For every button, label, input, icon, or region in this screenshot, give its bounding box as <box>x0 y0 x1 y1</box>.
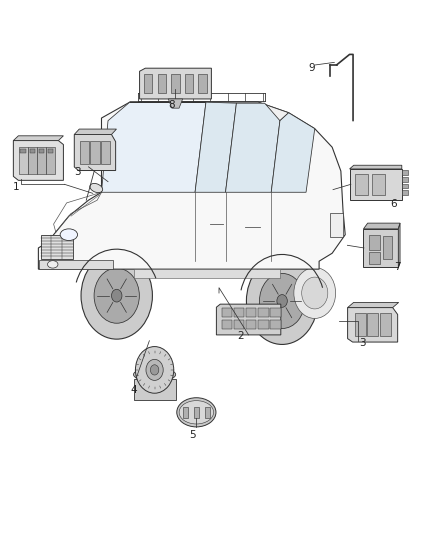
Polygon shape <box>130 102 289 120</box>
Bar <box>355 174 368 195</box>
Bar <box>402 177 408 182</box>
Polygon shape <box>216 304 281 335</box>
Bar <box>158 74 166 93</box>
Bar <box>20 149 26 154</box>
Ellipse shape <box>179 401 214 424</box>
Bar <box>37 147 46 174</box>
Polygon shape <box>74 134 116 171</box>
Polygon shape <box>13 136 64 141</box>
Bar <box>402 170 408 175</box>
Circle shape <box>294 268 336 318</box>
Bar <box>134 269 280 278</box>
Polygon shape <box>13 141 64 180</box>
Polygon shape <box>226 103 280 192</box>
Ellipse shape <box>47 261 58 268</box>
Bar <box>271 320 281 329</box>
Bar <box>350 169 402 200</box>
Text: 3: 3 <box>359 338 366 349</box>
Bar <box>29 149 35 154</box>
Bar <box>194 407 199 417</box>
Bar <box>144 74 152 93</box>
Polygon shape <box>168 99 183 108</box>
Polygon shape <box>364 223 400 229</box>
Polygon shape <box>271 113 315 192</box>
Circle shape <box>81 252 152 339</box>
Bar <box>330 214 343 237</box>
Polygon shape <box>140 68 212 99</box>
Text: 9: 9 <box>308 63 314 72</box>
Bar <box>39 260 113 269</box>
Bar <box>355 313 366 336</box>
Text: 6: 6 <box>390 199 396 209</box>
Circle shape <box>94 268 139 323</box>
Bar <box>371 174 385 195</box>
Bar <box>19 147 28 174</box>
Bar <box>222 320 232 329</box>
Bar <box>171 74 180 93</box>
Ellipse shape <box>90 183 102 192</box>
Bar <box>222 309 232 317</box>
Circle shape <box>259 273 305 328</box>
Polygon shape <box>39 102 345 269</box>
Ellipse shape <box>177 398 216 427</box>
Bar <box>258 309 268 317</box>
Bar <box>48 149 53 154</box>
Bar <box>185 74 194 93</box>
Polygon shape <box>102 102 206 192</box>
Text: 2: 2 <box>237 332 244 342</box>
Circle shape <box>302 277 328 309</box>
Bar <box>369 236 380 250</box>
Circle shape <box>146 359 163 381</box>
Bar <box>39 149 44 154</box>
Bar <box>46 147 55 174</box>
Bar <box>205 407 210 417</box>
Polygon shape <box>74 129 117 134</box>
Bar <box>258 320 268 329</box>
Polygon shape <box>195 102 237 192</box>
Circle shape <box>247 257 318 344</box>
Text: 8: 8 <box>168 100 174 110</box>
Polygon shape <box>350 165 402 169</box>
Bar <box>402 184 408 188</box>
Ellipse shape <box>60 229 78 240</box>
Bar <box>246 320 256 329</box>
Text: 7: 7 <box>394 262 401 271</box>
Bar <box>402 190 408 195</box>
Bar <box>90 141 99 164</box>
Text: 3: 3 <box>74 167 81 177</box>
Bar <box>101 141 110 164</box>
Bar <box>364 229 398 267</box>
Polygon shape <box>348 302 399 308</box>
Bar <box>198 74 207 93</box>
Bar <box>183 407 188 417</box>
Bar <box>271 309 281 317</box>
Bar <box>246 309 256 317</box>
Bar <box>383 237 392 260</box>
Polygon shape <box>398 223 400 267</box>
Bar <box>28 147 37 174</box>
Ellipse shape <box>134 368 176 382</box>
Circle shape <box>135 346 174 393</box>
Bar <box>369 252 380 264</box>
Bar <box>380 313 391 336</box>
Bar <box>234 309 244 317</box>
Bar <box>80 141 89 164</box>
Circle shape <box>150 365 159 375</box>
Text: 4: 4 <box>131 384 138 394</box>
Text: 1: 1 <box>13 182 20 192</box>
Polygon shape <box>348 308 398 342</box>
Bar <box>134 379 176 400</box>
Circle shape <box>112 289 122 302</box>
Circle shape <box>277 295 287 308</box>
Bar <box>367 313 378 336</box>
Bar <box>234 320 244 329</box>
Bar <box>41 235 73 259</box>
Text: 5: 5 <box>190 430 196 440</box>
